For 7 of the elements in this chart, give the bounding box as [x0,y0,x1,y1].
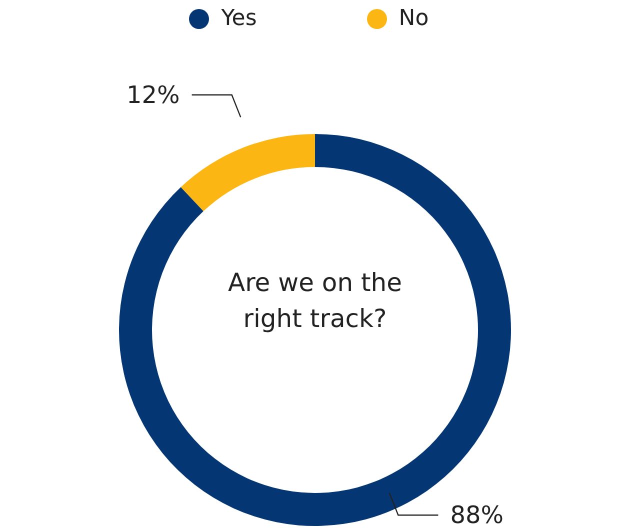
donut-slice [119,134,511,526]
text: Are we on the right track? [226,267,404,335]
data-label: 88% [450,501,504,529]
donut-slice [180,134,315,212]
legend-label: Yes [220,6,257,31]
legend-label: No [398,6,429,31]
data-label: 12% [126,80,180,109]
